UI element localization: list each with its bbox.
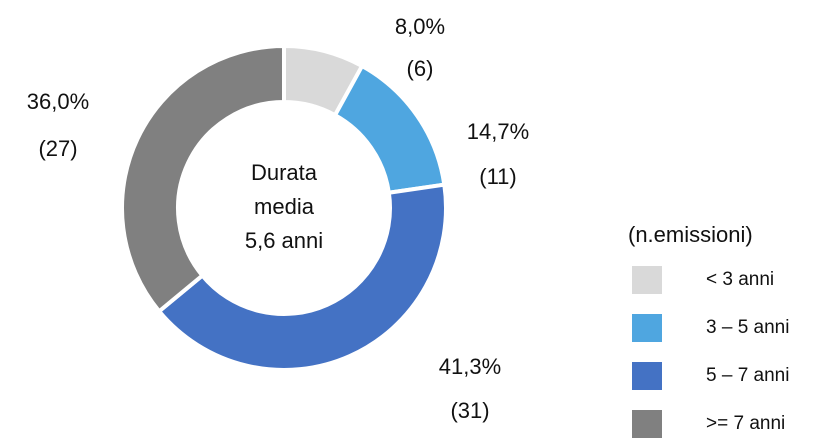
value-label: 41,3% — [439, 354, 501, 379]
pie-slice — [120, 43, 286, 315]
value-label: 36,0% — [27, 89, 89, 114]
legend-label: < 3 anni — [706, 269, 774, 290]
legend-label: >= 7 anni — [706, 413, 785, 434]
legend-swatch — [632, 362, 662, 390]
center-text: media — [254, 194, 315, 219]
center-text: Durata — [251, 160, 318, 185]
count-label: (27) — [38, 136, 77, 161]
pie-slice — [156, 182, 448, 372]
value-label: 8,0% — [395, 14, 445, 39]
count-label: (11) — [479, 164, 517, 189]
legend-swatch — [632, 314, 662, 342]
legend-swatch — [632, 266, 662, 294]
legend-label: 5 – 7 anni — [706, 365, 789, 386]
count-label: (31) — [450, 398, 489, 423]
center-text: 5,6 anni — [245, 228, 323, 253]
legend-title: (n.emissioni) — [628, 222, 753, 247]
legend-label: 3 – 5 anni — [706, 317, 789, 338]
pie-slice — [332, 63, 447, 196]
count-label: (6) — [407, 56, 434, 81]
value-label: 14,7% — [467, 119, 529, 144]
legend-swatch — [632, 410, 662, 438]
